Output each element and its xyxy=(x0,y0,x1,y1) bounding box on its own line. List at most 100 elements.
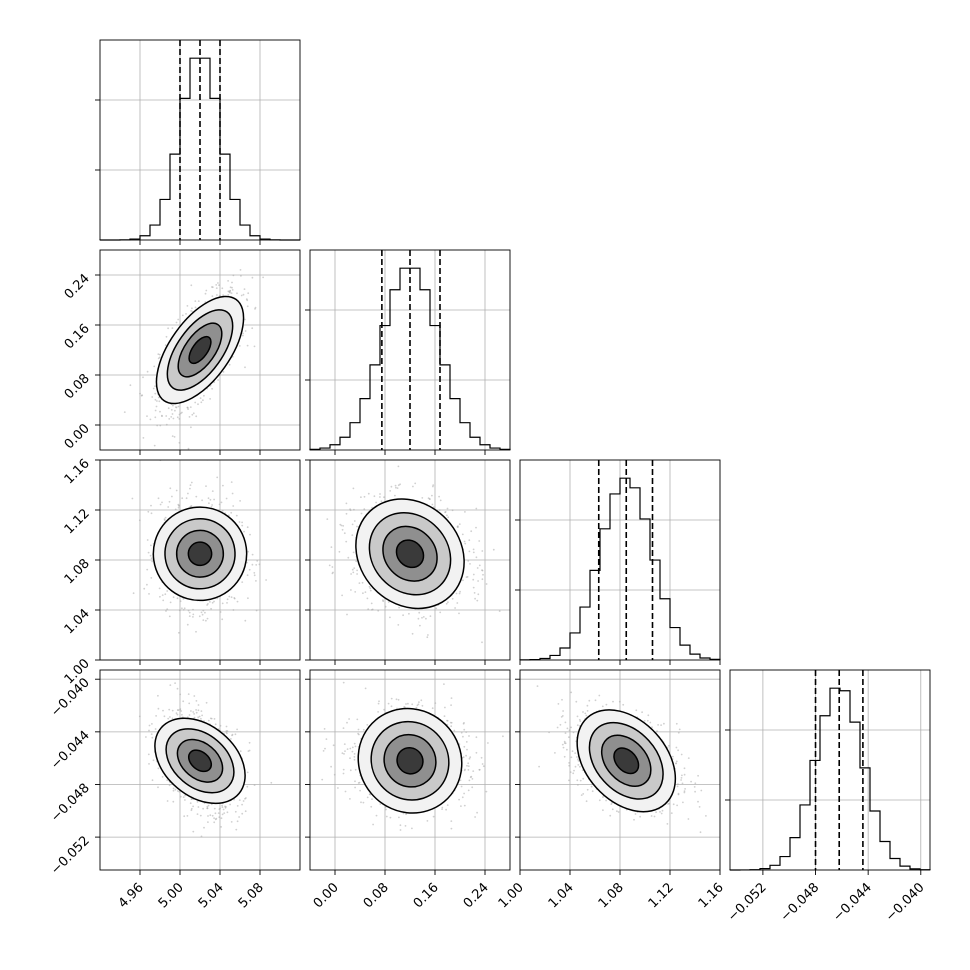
sample-point xyxy=(189,484,192,486)
sample-point xyxy=(149,554,152,557)
sample-point xyxy=(169,487,172,490)
sample-point xyxy=(203,826,205,829)
sample-point xyxy=(202,399,204,402)
sample-point xyxy=(142,437,145,439)
sample-point xyxy=(418,611,421,614)
sample-point xyxy=(164,516,167,519)
contour-line xyxy=(355,498,465,610)
sample-point xyxy=(380,500,383,503)
sample-point xyxy=(158,587,161,590)
sample-point xyxy=(180,710,183,712)
sample-point xyxy=(221,806,224,809)
sample-point xyxy=(219,294,221,297)
sample-point xyxy=(211,504,214,506)
sample-point xyxy=(227,294,230,296)
sample-point xyxy=(157,396,160,399)
sample-point xyxy=(201,613,204,616)
sample-point xyxy=(181,411,183,414)
sample-point xyxy=(176,416,179,419)
sample-point xyxy=(159,410,161,413)
sample-point xyxy=(154,416,157,419)
sample-point xyxy=(211,814,214,817)
sample-point xyxy=(188,714,191,716)
panel-frame xyxy=(99,669,301,871)
sample-point xyxy=(243,530,246,533)
sample-point xyxy=(435,607,438,610)
sample-point xyxy=(530,593,532,595)
sample-point xyxy=(129,384,132,387)
sample-point xyxy=(187,693,190,695)
sample-point xyxy=(255,564,258,566)
sample-point xyxy=(169,716,171,718)
sample-point xyxy=(184,799,186,801)
sample-point xyxy=(197,806,200,808)
sample-point xyxy=(158,353,161,356)
sample-point xyxy=(244,366,246,369)
sample-point xyxy=(414,482,417,485)
sample-point xyxy=(175,321,178,324)
density-level xyxy=(189,336,211,364)
scatter-panel-2-1 xyxy=(305,459,532,665)
sample-point xyxy=(210,607,213,610)
sample-point xyxy=(220,817,223,820)
sample-point xyxy=(331,566,334,568)
sample-point xyxy=(339,523,342,526)
sample-point xyxy=(331,572,334,575)
sample-point xyxy=(251,553,254,556)
sample-point xyxy=(462,579,464,582)
sample-point xyxy=(364,591,367,593)
sample-point xyxy=(222,808,225,811)
sample-point xyxy=(383,496,385,499)
sample-point xyxy=(447,516,450,519)
sample-point xyxy=(350,573,352,575)
sample-point xyxy=(230,738,232,740)
scatter-panel-1-0 xyxy=(95,249,301,455)
sample-point xyxy=(417,617,420,620)
sample-point xyxy=(367,492,370,495)
sample-point xyxy=(477,580,479,582)
sample-point xyxy=(247,597,249,600)
sample-point xyxy=(352,487,355,490)
sample-point xyxy=(229,803,232,806)
sample-point xyxy=(455,592,458,595)
sample-point xyxy=(456,602,459,604)
contour-line xyxy=(175,529,225,578)
sample-point xyxy=(492,548,495,551)
sample-point xyxy=(371,608,373,611)
sample-point xyxy=(211,286,214,289)
sample-point xyxy=(247,550,250,553)
sample-point xyxy=(390,485,393,488)
sample-point xyxy=(179,708,181,711)
sample-point xyxy=(152,759,155,762)
sample-point xyxy=(226,732,228,735)
sample-point xyxy=(326,518,329,520)
sample-point xyxy=(194,300,197,302)
sample-point xyxy=(256,560,259,562)
sample-point xyxy=(349,508,351,510)
sample-point xyxy=(439,611,442,614)
sample-point xyxy=(353,520,356,522)
sample-point xyxy=(382,599,384,601)
sample-point xyxy=(213,498,216,501)
contour-line xyxy=(154,717,246,805)
sample-point xyxy=(182,796,185,798)
sample-point xyxy=(159,595,161,598)
sample-point xyxy=(215,284,218,286)
sample-point xyxy=(176,687,179,690)
sample-point xyxy=(229,291,231,294)
sample-point xyxy=(397,624,400,626)
contour-line xyxy=(187,541,213,567)
sample-point xyxy=(246,299,249,302)
sample-point xyxy=(161,501,163,504)
sample-point xyxy=(217,379,220,381)
sample-point xyxy=(155,405,158,408)
sample-point xyxy=(178,441,181,444)
sample-point xyxy=(363,508,366,511)
sample-point xyxy=(343,532,346,535)
sample-point xyxy=(189,487,191,490)
sample-point xyxy=(150,504,152,507)
sample-point xyxy=(361,581,364,584)
sample-point xyxy=(438,495,440,498)
sample-point xyxy=(153,365,156,368)
sample-point xyxy=(238,799,241,801)
